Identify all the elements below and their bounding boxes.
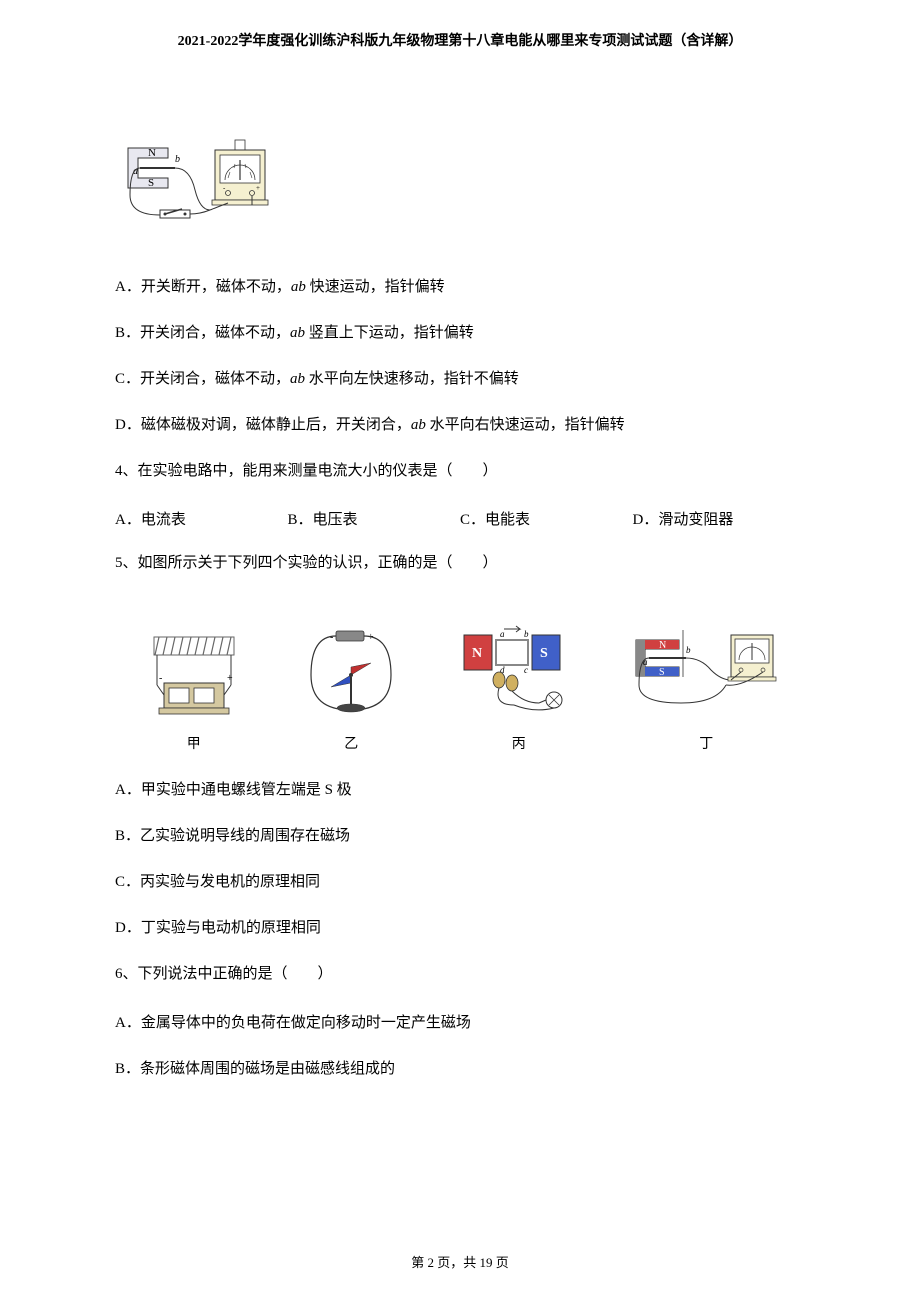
page-header: 2021-2022学年度强化训练沪科版九年级物理第十八章电能从哪里来专项测试试题… [115, 30, 805, 50]
svg-text:a: a [500, 629, 505, 639]
figure-yi-label: 乙 [344, 733, 358, 753]
q6-option-b: B．条形磁体周围的磁场是由磁感线组成的 [115, 1057, 805, 1081]
q5-figures: - + 甲 - + 乙 N S [115, 615, 805, 753]
q4-options: A．电流表 B．电压表 C．电能表 D．滑动变阻器 [115, 508, 805, 529]
figure-ding: N S a b 丁 [631, 615, 781, 753]
q3-optD-italic: ab [411, 417, 426, 433]
q3-optB-suffix: 竖直上下运动，指针偏转 [305, 325, 474, 341]
q3-option-c: C．开关闭合，磁体不动，ab 水平向左快速移动，指针不偏转 [115, 367, 805, 391]
q5-option-d: D．丁实验与电动机的原理相同 [115, 916, 805, 940]
figure-ding-label: 丁 [699, 733, 713, 753]
svg-text:-: - [330, 632, 333, 643]
svg-text:S: S [148, 177, 154, 189]
q3-optB-italic: ab [290, 325, 305, 341]
svg-text:N: N [148, 147, 156, 159]
svg-text:S: S [659, 667, 665, 678]
figure-yi: - + 乙 [296, 625, 406, 753]
figure-jia-label: 甲 [187, 733, 201, 753]
q5-stem: 5、如图所示关于下列四个实验的认识，正确的是（ ） [115, 551, 805, 575]
q5-option-b: B．乙实验说明导线的周围存在磁场 [115, 824, 805, 848]
figure-jia: - + 甲 [139, 625, 249, 753]
svg-text:+: + [227, 673, 233, 684]
figure-bing: N S a b c d 丙 [454, 615, 584, 753]
q3-option-d: D．磁体磁极对调，磁体静止后，开关闭合，ab 水平向右快速运动，指针偏转 [115, 413, 805, 437]
q3-optC-italic: ab [290, 371, 305, 387]
q4-option-c: C．电能表 [460, 508, 633, 529]
q3-optD-suffix: 水平向右快速运动，指针偏转 [426, 417, 625, 433]
svg-text:b: b [686, 645, 691, 655]
page-footer: 第 2 页，共 19 页 [0, 1252, 920, 1271]
q3-optA-prefix: A．开关断开，磁体不动， [115, 279, 291, 295]
svg-text:c: c [524, 665, 528, 675]
q3-optC-prefix: C．开关闭合，磁体不动， [115, 371, 290, 387]
q3-option-b: B．开关闭合，磁体不动，ab 竖直上下运动，指针偏转 [115, 321, 805, 345]
q3-optA-suffix: 快速运动，指针偏转 [306, 279, 445, 295]
q3-optB-prefix: B．开关闭合，磁体不动， [115, 325, 290, 341]
q4-stem: 4、在实验电路中，能用来测量电流大小的仪表是（ ） [115, 459, 805, 483]
svg-text:b: b [524, 629, 529, 639]
svg-text:S: S [540, 646, 548, 661]
svg-text:+: + [256, 184, 260, 192]
q3-option-a: A．开关断开，磁体不动，ab 快速运动，指针偏转 [115, 275, 805, 299]
q6-stem: 6、下列说法中正确的是（ ） [115, 962, 805, 986]
svg-text:N: N [659, 640, 666, 651]
figure-q3-main: N S a b - + [120, 120, 805, 240]
svg-text:b: b [175, 154, 180, 165]
q3-optD-prefix: D．磁体磁极对调，磁体静止后，开关闭合， [115, 417, 411, 433]
q5-option-a: A．甲实验中通电螺线管左端是 S 极 [115, 778, 805, 802]
q3-optC-suffix: 水平向左快速移动，指针不偏转 [305, 371, 519, 387]
svg-text:N: N [472, 646, 482, 661]
figure-bing-label: 丙 [512, 733, 526, 753]
q4-option-b: B．电压表 [288, 508, 461, 529]
q3-optA-italic: ab [291, 279, 306, 295]
q4-option-d: D．滑动变阻器 [633, 508, 806, 529]
q6-option-a: A．金属导体中的负电荷在做定向移动时一定产生磁场 [115, 1011, 805, 1035]
q4-option-a: A．电流表 [115, 508, 288, 529]
q5-option-c: C．丙实验与发电机的原理相同 [115, 870, 805, 894]
svg-text:-: - [159, 673, 162, 684]
